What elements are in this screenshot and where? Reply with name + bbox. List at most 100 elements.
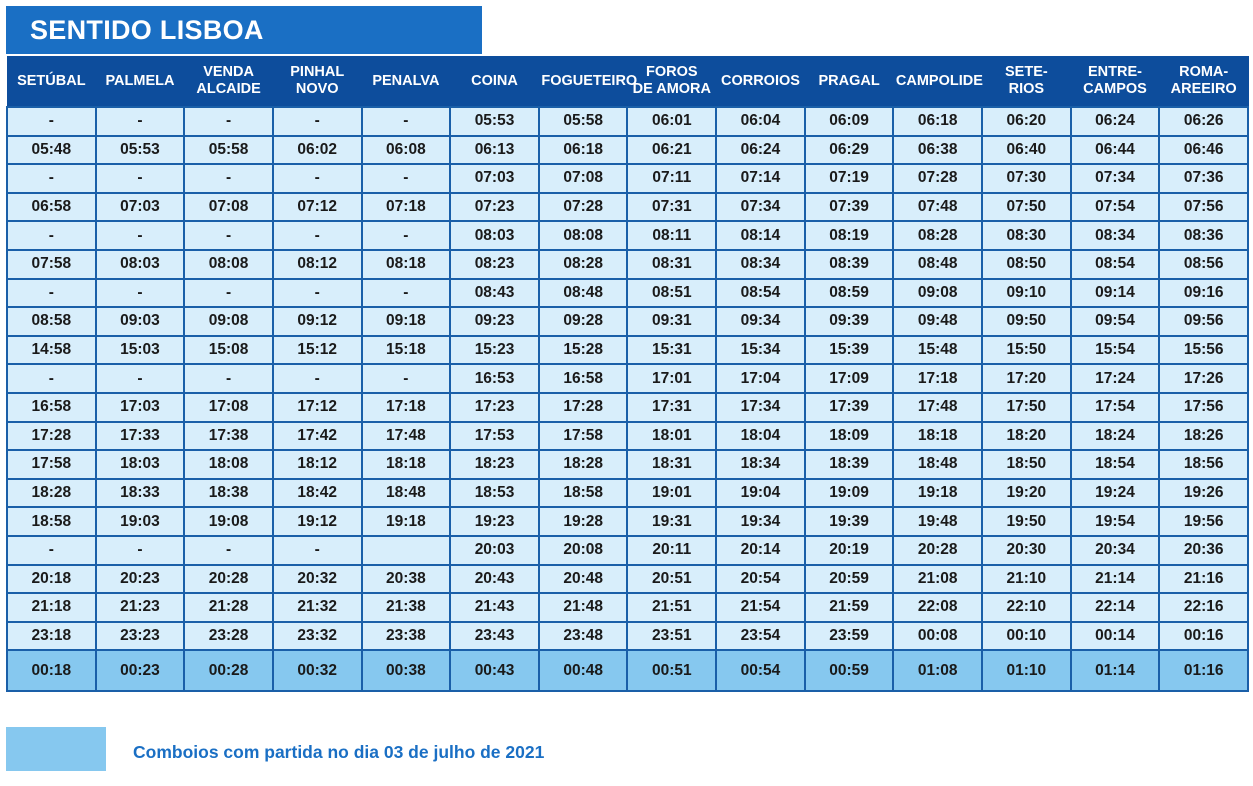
time-cell: 08:59 — [803, 277, 895, 309]
station-header-line: CAMPOS — [1083, 81, 1147, 97]
time-cell: 18:58 — [537, 477, 629, 509]
time-cell: 09:34 — [715, 306, 806, 337]
table-row: 00:18 00:23 00:28 00:32 00:38 00:43 00:48 00:51… — [6, 649, 1249, 693]
station-header-line: SETÚBAL — [17, 72, 86, 89]
time-cell: 07:39 — [803, 191, 895, 223]
time-cell: 20:28 — [892, 534, 984, 566]
time-cell: 21:38 — [360, 592, 452, 623]
station-header-line: PENALVA — [372, 72, 440, 89]
time-cell: 00:14 — [1069, 620, 1161, 652]
table-row: 23:18 23:23 23:28 23:32 23:38 23:43 23:48 23:51… — [6, 620, 1249, 652]
time-cell: 17:23 — [449, 391, 540, 423]
time-cell: 09:10 — [981, 277, 1072, 309]
time-cell: 18:28 — [6, 477, 97, 509]
time-cell: 23:59 — [803, 620, 895, 652]
time-cell: 15:28 — [537, 334, 629, 366]
time-cell: 23:51 — [626, 620, 718, 652]
time-cell: - — [183, 363, 274, 394]
time-cell: 08:34 — [715, 248, 806, 280]
time-cell: 06:29 — [803, 134, 895, 166]
time-cell: 08:58 — [6, 306, 97, 337]
time-cell: 07:56 — [1158, 191, 1249, 223]
table-row: 16:58 17:03 17:08 17:12 17:18 17:23 17:28 17:31… — [6, 391, 1249, 423]
time-cell: - — [94, 534, 186, 566]
time-cell: 00:32 — [271, 649, 363, 693]
time-cell: 01:08 — [892, 649, 984, 693]
time-cell: - — [271, 534, 363, 566]
time-cell: 20:38 — [360, 563, 452, 595]
time-cell: 06:04 — [715, 106, 806, 137]
station-header: ROMA- AREEIRO — [1158, 56, 1249, 107]
time-cell: 17:34 — [715, 391, 806, 423]
time-cell: 19:31 — [626, 506, 718, 537]
time-cell: 19:23 — [449, 506, 540, 537]
time-cell: 07:03 — [449, 163, 540, 194]
time-cell: 15:39 — [803, 334, 895, 366]
time-cell: 21:48 — [537, 592, 629, 623]
time-cell: 15:23 — [449, 334, 540, 366]
timetable-body: - - - - -05:53 05:58 06:01 06:04 06:09 06:18 06:20… — [6, 106, 1249, 693]
time-cell: - — [6, 534, 97, 566]
time-cell: 18:56 — [1158, 449, 1249, 480]
time-cell: 22:16 — [1158, 592, 1249, 623]
time-cell: 06:40 — [981, 134, 1072, 166]
time-cell: 00:28 — [183, 649, 274, 693]
station-header-line: COINA — [471, 72, 518, 89]
time-cell: 20:36 — [1158, 534, 1249, 566]
time-cell: 17:54 — [1069, 391, 1161, 423]
time-cell: 09:03 — [94, 306, 186, 337]
table-row: 06:58 07:03 07:08 07:12 07:18 07:23 07:28 07:31… — [6, 191, 1249, 223]
time-cell: 00:18 — [6, 649, 97, 693]
station-header: FOROS DE AMORA — [626, 56, 717, 107]
time-cell: 17:12 — [271, 391, 363, 423]
time-cell: 20:18 — [6, 563, 97, 595]
time-cell: 16:58 — [6, 391, 97, 423]
time-cell: 08:50 — [981, 248, 1072, 280]
time-cell: 15:50 — [981, 334, 1072, 366]
time-cell: 20:14 — [715, 534, 806, 566]
time-cell: 07:50 — [981, 191, 1072, 223]
time-cell: 07:11 — [626, 163, 718, 194]
time-cell: 15:08 — [183, 334, 274, 366]
time-cell: - — [360, 106, 452, 137]
time-cell: 18:03 — [94, 449, 186, 480]
station-header-line: ENTRE- — [1088, 64, 1142, 80]
time-cell: - — [360, 220, 452, 251]
time-cell: 18:54 — [1069, 449, 1161, 480]
time-cell: 15:31 — [626, 334, 718, 366]
time-cell: 18:23 — [449, 449, 540, 480]
time-cell: 07:36 — [1158, 163, 1249, 194]
time-cell: 00:54 — [715, 649, 806, 693]
time-cell: 08:14 — [715, 220, 806, 251]
time-cell: 09:08 — [183, 306, 274, 337]
time-cell: 09:56 — [1158, 306, 1249, 337]
time-cell: 17:38 — [183, 420, 274, 452]
time-cell: 21:28 — [183, 592, 274, 623]
time-cell: 18:38 — [183, 477, 274, 509]
station-header-line: CORROIOS — [720, 72, 800, 89]
time-cell: 05:58 — [537, 106, 629, 137]
time-cell: 06:38 — [892, 134, 984, 166]
time-cell: - — [94, 363, 186, 394]
time-cell: 23:23 — [94, 620, 186, 652]
time-cell: 09:28 — [537, 306, 629, 337]
time-cell: 05:53 — [449, 106, 540, 137]
table-row: 18:28 18:33 18:38 18:42 18:48 18:53 18:58 19:01… — [6, 477, 1249, 509]
time-cell: 21:14 — [1069, 563, 1161, 595]
time-cell: 23:48 — [537, 620, 629, 652]
time-cell: 18:34 — [715, 449, 806, 480]
time-cell: 23:32 — [271, 620, 363, 652]
time-cell: 00:10 — [981, 620, 1072, 652]
table-row: 07:58 08:03 08:08 08:12 08:18 08:23 08:28 08:31… — [6, 248, 1249, 280]
time-cell: 14:58 — [6, 334, 97, 366]
time-cell: 19:50 — [981, 506, 1072, 537]
time-cell: 17:53 — [449, 420, 540, 452]
time-cell: 18:50 — [981, 449, 1072, 480]
time-cell: - — [94, 163, 186, 194]
time-cell: 08:39 — [803, 248, 895, 280]
time-cell: 00:48 — [537, 649, 629, 693]
time-cell: 00:23 — [94, 649, 186, 693]
time-cell: 08:28 — [892, 220, 984, 251]
time-cell: 08:18 — [360, 248, 452, 280]
time-cell: 07:54 — [1069, 191, 1161, 223]
